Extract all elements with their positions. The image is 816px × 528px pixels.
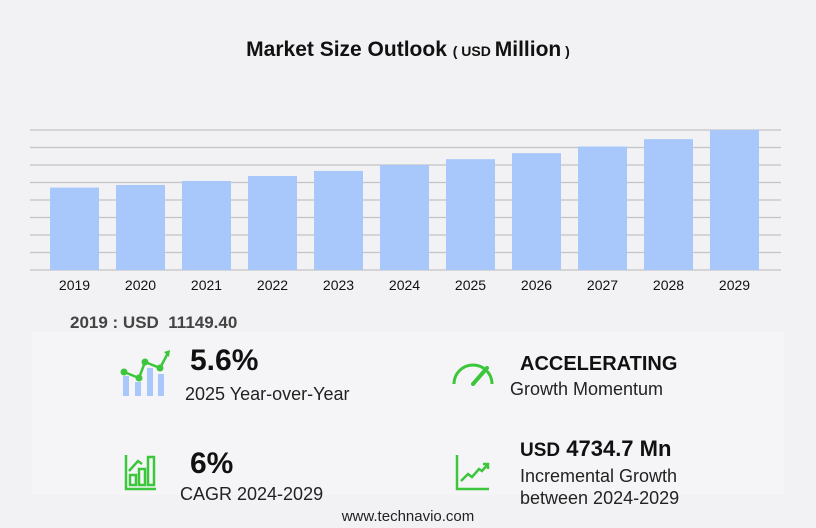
bar-2021	[182, 180, 231, 270]
bar-2022	[248, 175, 297, 270]
incremental-label-1: Incremental Growth	[520, 466, 678, 486]
x-tick-label: 2019	[59, 277, 90, 293]
kpi-panel	[32, 332, 784, 495]
incremental-value: USD 4734.7 Mn	[520, 436, 671, 462]
chart-title: Market Size Outlook ( USD Million )	[0, 38, 816, 62]
bar-2026	[512, 153, 561, 270]
bar-2019	[50, 187, 99, 270]
bar-chart: 2019 2020 2021 2022 2023 2024 2025 2026 2027 2028…	[30, 129, 781, 293]
x-tick-label: 2026	[521, 277, 552, 293]
cagr-value: 6%	[190, 447, 234, 480]
momentum-label: Growth Momentum	[510, 379, 664, 399]
x-tick-label: 2022	[257, 277, 288, 293]
x-tick-label: 2024	[389, 277, 420, 293]
x-tick-label: 2028	[653, 277, 684, 293]
bar-2024	[380, 165, 429, 270]
bar-2020	[116, 184, 165, 270]
base-year-number: 11149.40	[168, 313, 238, 332]
yoy-label: 2025 Year-over-Year	[185, 384, 350, 404]
x-tick-label: 2025	[455, 277, 486, 293]
title-text: Market Size Outlook	[246, 38, 447, 61]
bar-2028	[644, 139, 693, 270]
x-tick-label: 2020	[125, 277, 156, 293]
momentum-value: ACCELERATING	[520, 353, 678, 375]
incremental-label-2: between 2024-2029	[520, 488, 680, 508]
growth-chart-icon	[120, 350, 170, 396]
bar-2029	[710, 130, 759, 270]
unit: Million	[494, 38, 562, 61]
base-year-value: 2019 : USD 11149.40	[70, 313, 237, 333]
incremental-number: 4734.7 Mn	[566, 436, 672, 461]
x-tick-label: 2029	[719, 277, 750, 293]
bar-growth-icon	[124, 455, 156, 491]
incremental-prefix: USD	[520, 440, 561, 461]
x-tick-label: 2027	[587, 277, 618, 293]
x-tick-label: 2021	[191, 277, 222, 293]
bar-2023	[314, 170, 363, 270]
title-unit: ( USD Million )	[452, 38, 570, 61]
cagr-label: CAGR 2024-2029	[180, 484, 324, 504]
base-year-label: 2019 : USD	[70, 313, 159, 332]
line-growth-icon	[455, 455, 490, 491]
bar-2027	[578, 146, 627, 270]
speedometer-icon	[452, 363, 494, 386]
yoy-value: 5.6%	[190, 344, 259, 377]
footer-url[interactable]: www.technavio.com	[341, 508, 475, 525]
bar-2025	[446, 159, 495, 270]
unit-prefix: USD	[461, 43, 491, 59]
x-tick-label: 2023	[323, 277, 354, 293]
